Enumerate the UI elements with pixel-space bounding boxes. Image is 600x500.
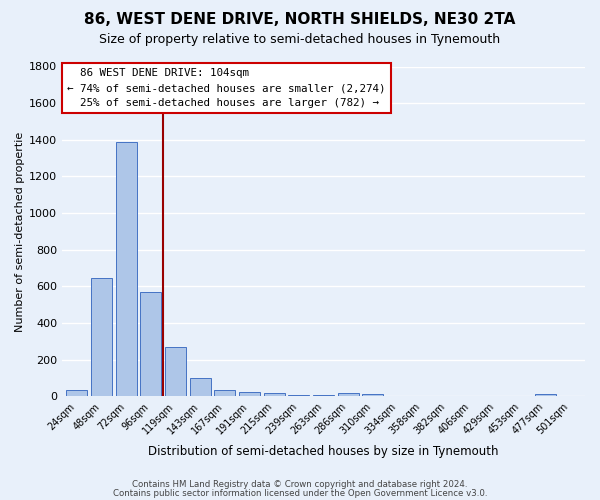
Bar [338, 393, 359, 396]
Bar [140, 292, 161, 397]
Bar [91, 278, 112, 396]
Bar [116, 142, 137, 396]
Text: Contains HM Land Registry data © Crown copyright and database right 2024.: Contains HM Land Registry data © Crown c… [132, 480, 468, 489]
X-axis label: Distribution of semi-detached houses by size in Tynemouth: Distribution of semi-detached houses by … [148, 444, 499, 458]
Bar [289, 394, 310, 396]
Bar [535, 394, 556, 396]
Bar [67, 390, 88, 396]
Text: Contains public sector information licensed under the Open Government Licence v3: Contains public sector information licen… [113, 488, 487, 498]
Text: 86 WEST DENE DRIVE: 104sqm
← 74% of semi-detached houses are smaller (2,274)
  2: 86 WEST DENE DRIVE: 104sqm ← 74% of semi… [67, 68, 386, 108]
Bar [214, 390, 235, 396]
Bar [239, 392, 260, 396]
Bar [362, 394, 383, 396]
Bar [165, 347, 186, 397]
Text: 86, WEST DENE DRIVE, NORTH SHIELDS, NE30 2TA: 86, WEST DENE DRIVE, NORTH SHIELDS, NE30… [85, 12, 515, 28]
Bar [264, 393, 285, 396]
Bar [190, 378, 211, 396]
Y-axis label: Number of semi-detached propertie: Number of semi-detached propertie [15, 132, 25, 332]
Text: Size of property relative to semi-detached houses in Tynemouth: Size of property relative to semi-detach… [100, 32, 500, 46]
